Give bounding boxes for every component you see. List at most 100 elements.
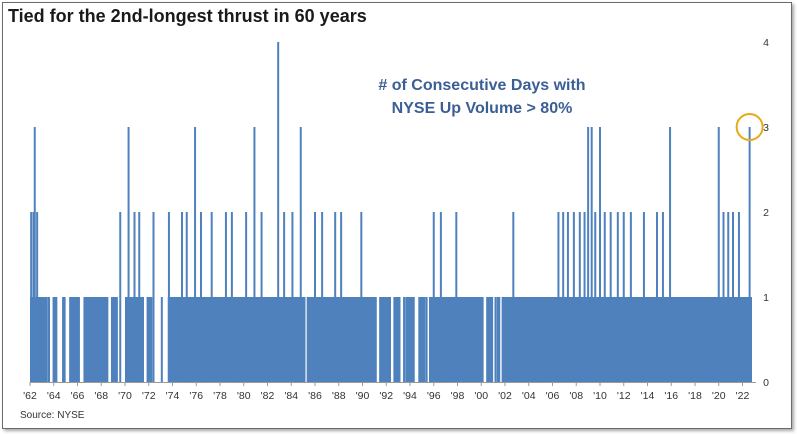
spike-bar xyxy=(494,297,497,382)
x-tick-label: '20 xyxy=(712,390,726,402)
spike-bar xyxy=(185,212,188,382)
x-tick-label: '88 xyxy=(332,390,346,402)
x-tick-label: '14 xyxy=(641,390,655,402)
spike-bar xyxy=(238,297,240,382)
x-tick-label: '90 xyxy=(356,390,370,402)
spike-bar xyxy=(711,297,714,382)
spike-bar xyxy=(30,212,33,382)
spike-bar xyxy=(36,212,39,382)
spike-bar xyxy=(642,212,645,382)
spike-bar xyxy=(387,297,390,382)
spike-bar xyxy=(594,212,597,382)
spike-bar xyxy=(102,297,105,382)
x-tick-label: '94 xyxy=(403,390,417,402)
spike-bar xyxy=(609,212,612,382)
x-tick-label: '96 xyxy=(427,390,441,402)
x-tick-label: '18 xyxy=(688,390,702,402)
spike-bar xyxy=(587,127,590,382)
baseline-block xyxy=(496,297,501,382)
spike-bar xyxy=(656,212,658,382)
spike-bar xyxy=(432,212,435,382)
spike-bar xyxy=(374,297,377,382)
x-tick-label: '84 xyxy=(284,390,298,402)
baseline-block xyxy=(69,297,80,382)
baseline-block xyxy=(167,297,306,382)
spike-bar xyxy=(48,297,50,382)
spike-bar xyxy=(299,127,302,382)
spike-bar xyxy=(732,212,734,382)
baseline-block xyxy=(52,297,58,382)
spike-bar xyxy=(557,212,560,382)
spike-bar xyxy=(722,212,725,382)
y-tick-label: 3 xyxy=(763,122,769,134)
chart-annotation: # of Consecutive Days with NYSE Up Volum… xyxy=(352,74,612,120)
x-tick-label: '02 xyxy=(498,390,512,402)
spike-bar xyxy=(669,127,672,382)
y-tick-label: 2 xyxy=(763,207,769,219)
y-axis: 0 1 2 3 4 xyxy=(763,37,769,389)
spike-bar xyxy=(340,212,343,382)
spike-bar xyxy=(210,212,213,382)
spike-bar xyxy=(590,127,593,382)
chart-title: Tied for the 2nd-longest thrust in 60 ye… xyxy=(8,6,367,26)
bar-series xyxy=(30,42,752,382)
spike-bar xyxy=(737,212,740,382)
spike-bar xyxy=(661,212,664,382)
x-tick-label: '62 xyxy=(23,390,37,402)
spike-bar xyxy=(334,212,337,382)
spike-bar xyxy=(119,212,122,382)
annotation-line-1: # of Consecutive Days with xyxy=(378,77,586,94)
spike-bar xyxy=(697,297,700,382)
x-tick-label: '66 xyxy=(71,390,85,402)
spike-bar xyxy=(368,297,371,382)
spike-bar xyxy=(138,212,141,382)
spike-bar xyxy=(578,212,581,382)
x-tick-label: '16 xyxy=(664,390,678,402)
x-tick-label: '76 xyxy=(189,390,203,402)
y-tick-label: 0 xyxy=(763,377,769,389)
annotation-line-2: NYSE Up Volume > 80% xyxy=(391,100,573,117)
x-tick-label: '00 xyxy=(474,390,488,402)
spike-bar xyxy=(519,297,522,382)
spike-bar xyxy=(418,297,421,382)
x-tick-label: '22 xyxy=(736,390,750,402)
spike-bar xyxy=(742,297,745,382)
spike-bar xyxy=(77,297,80,382)
spike-bar xyxy=(566,212,569,382)
x-tick-label: '10 xyxy=(593,390,607,402)
x-axis: '62 '64 '66 '68 '70 '72 '74 '76 '78 '80 '82 '84 '86 '… xyxy=(23,382,756,402)
spike-bar xyxy=(160,297,163,382)
baseline-block xyxy=(379,297,391,382)
spike-bar xyxy=(683,297,686,382)
spike-bar xyxy=(542,297,544,382)
spike-bar xyxy=(501,297,504,382)
spike-bar xyxy=(549,297,552,382)
spike-bar xyxy=(314,212,316,382)
spike-bar xyxy=(127,127,130,382)
spike-bar xyxy=(469,297,472,382)
spike-bar xyxy=(360,212,363,382)
spike-bar xyxy=(125,297,128,382)
spike-bar xyxy=(267,297,270,382)
spike-bar xyxy=(224,212,227,382)
spike-bar xyxy=(133,212,136,382)
x-tick-label: '68 xyxy=(94,390,108,402)
x-tick-label: '06 xyxy=(546,390,560,402)
spike-bar xyxy=(167,212,170,382)
y-tick-label: 4 xyxy=(763,37,769,49)
x-tick-label: '72 xyxy=(142,390,156,402)
spike-bar xyxy=(245,212,248,382)
spike-bar xyxy=(230,212,233,382)
baseline-block xyxy=(111,297,118,382)
spike-bar xyxy=(291,212,294,382)
x-tick-label: '82 xyxy=(261,390,275,402)
spike-bar xyxy=(572,212,575,382)
baseline-block xyxy=(405,297,415,382)
spike-bar xyxy=(308,297,311,382)
spike-bar xyxy=(277,42,280,382)
baseline-block xyxy=(487,297,494,382)
spike-bar xyxy=(194,127,197,382)
spike-bar xyxy=(395,297,398,382)
spike-bar xyxy=(448,297,451,382)
